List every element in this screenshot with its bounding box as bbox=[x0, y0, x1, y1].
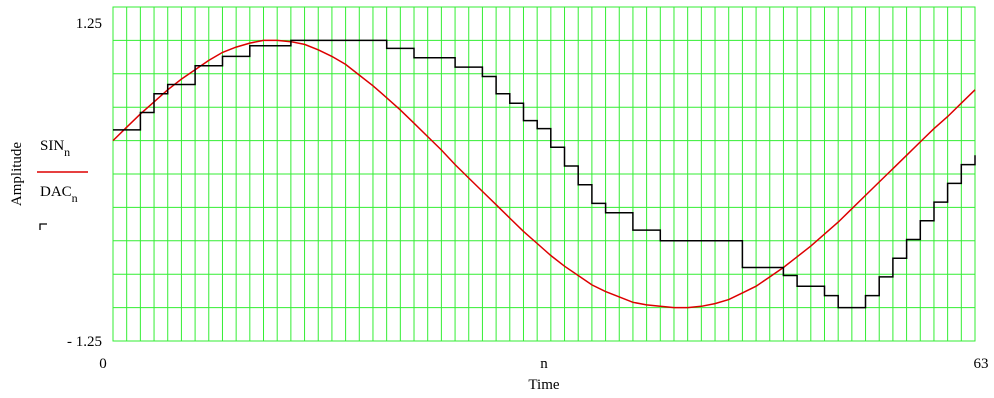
dac-series-step-line bbox=[113, 39, 976, 309]
legend-sin-label: SINn bbox=[40, 138, 70, 159]
sin-series-line bbox=[112, 39, 976, 309]
x-tick-label-max: 63 bbox=[974, 356, 989, 372]
legend-sin-base: SIN bbox=[40, 138, 64, 154]
legend-dac-base: DAC bbox=[40, 184, 72, 200]
legend-dac-subscript: n bbox=[72, 191, 78, 205]
y-axis-label: Amplitude bbox=[9, 142, 25, 207]
y-tick-label-max: 1.25 bbox=[76, 16, 102, 32]
y-tick-label-min: - 1.25 bbox=[67, 334, 102, 350]
legend-dac-label: DACn bbox=[40, 184, 78, 205]
x-axis-label: Time bbox=[528, 377, 559, 393]
plot-frame bbox=[112, 6, 976, 342]
grid bbox=[113, 7, 975, 341]
legend-sin-subscript: n bbox=[64, 145, 70, 159]
x-tick-label-min: 0 bbox=[99, 356, 107, 372]
legend-dac-swatch bbox=[39, 223, 47, 230]
x-variable-label: n bbox=[540, 356, 548, 372]
